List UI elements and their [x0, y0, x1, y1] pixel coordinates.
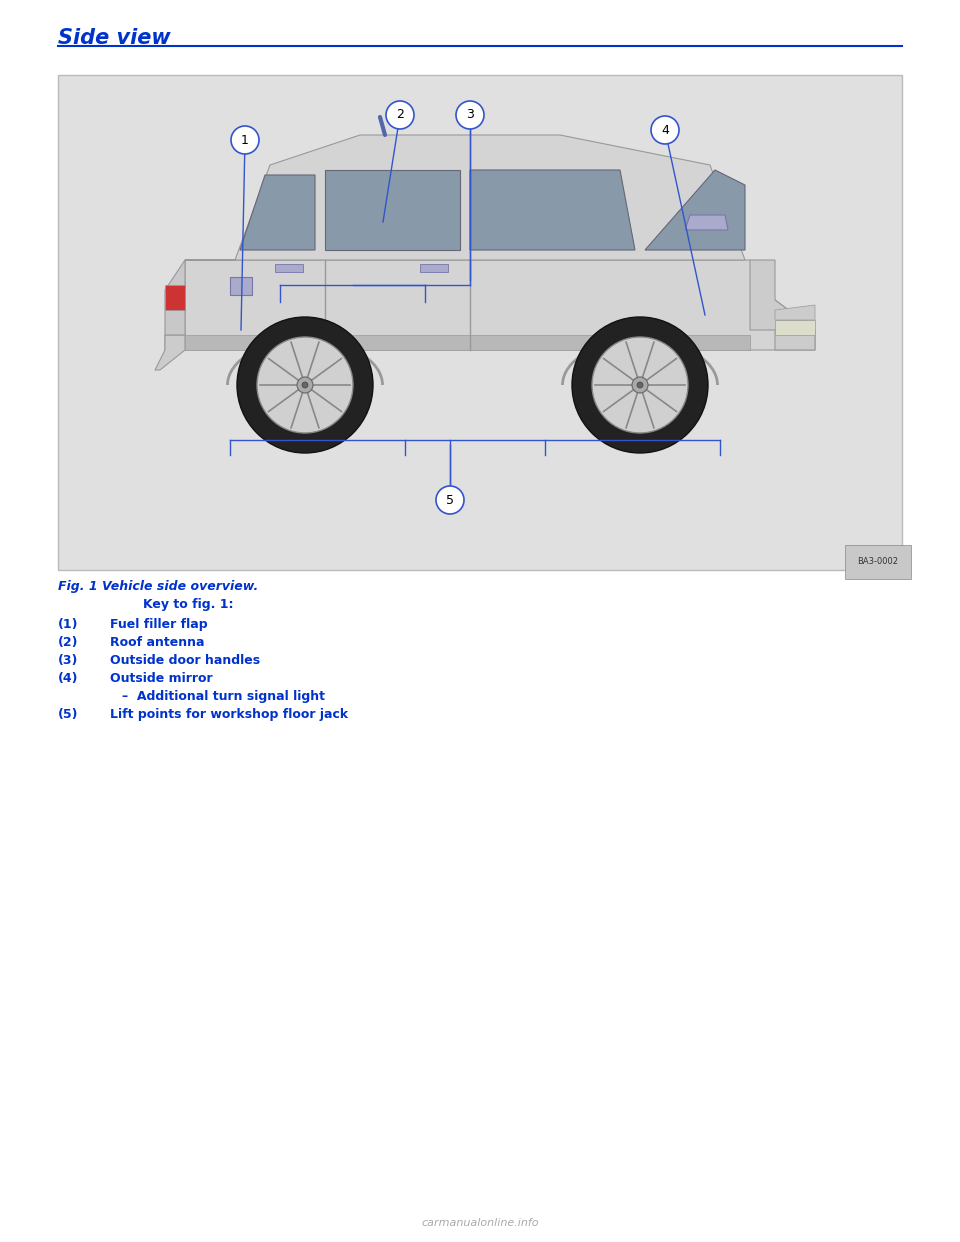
Text: carmanualonline.info: carmanualonline.info: [421, 1218, 539, 1228]
Bar: [420, 265, 448, 272]
Polygon shape: [750, 260, 815, 330]
Text: Outside door handles: Outside door handles: [110, 655, 260, 667]
Text: (2): (2): [58, 636, 79, 650]
Circle shape: [456, 101, 484, 129]
Text: Side view: Side view: [58, 29, 171, 48]
Text: 5: 5: [446, 493, 454, 507]
Text: Roof antenna: Roof antenna: [110, 636, 204, 650]
Circle shape: [386, 101, 414, 129]
Text: (5): (5): [58, 708, 79, 722]
Text: (4): (4): [58, 672, 79, 686]
Polygon shape: [240, 175, 315, 250]
Polygon shape: [185, 135, 745, 260]
Circle shape: [637, 383, 643, 388]
Text: Outside mirror: Outside mirror: [110, 672, 212, 686]
Text: (1): (1): [58, 619, 79, 631]
Text: 1: 1: [241, 133, 249, 147]
Polygon shape: [185, 335, 750, 350]
Polygon shape: [165, 284, 185, 310]
Polygon shape: [685, 215, 728, 230]
Polygon shape: [645, 170, 745, 250]
Bar: [275, 265, 303, 272]
Circle shape: [237, 317, 373, 453]
Text: (3): (3): [58, 655, 79, 667]
Text: Fuel filler flap: Fuel filler flap: [110, 619, 207, 631]
Text: Lift points for workshop floor jack: Lift points for workshop floor jack: [110, 708, 348, 722]
Text: –  Additional turn signal light: – Additional turn signal light: [122, 691, 325, 703]
Circle shape: [297, 378, 313, 392]
Circle shape: [632, 378, 648, 392]
Circle shape: [592, 337, 688, 433]
Polygon shape: [165, 260, 185, 335]
Polygon shape: [775, 306, 815, 320]
Polygon shape: [155, 335, 185, 370]
Polygon shape: [165, 260, 815, 350]
Text: 4: 4: [661, 123, 669, 137]
Polygon shape: [775, 301, 815, 350]
Bar: [58, 75, 902, 570]
Bar: [230, 277, 252, 296]
Circle shape: [302, 383, 308, 388]
Circle shape: [257, 337, 353, 433]
Circle shape: [651, 116, 679, 144]
Text: BA3-0002: BA3-0002: [857, 556, 898, 566]
Circle shape: [231, 125, 259, 154]
Circle shape: [572, 317, 708, 453]
Circle shape: [436, 486, 464, 514]
Text: Fig. 1 Vehicle side overview.: Fig. 1 Vehicle side overview.: [58, 580, 258, 592]
Text: 2: 2: [396, 108, 404, 122]
Polygon shape: [325, 170, 460, 250]
Text: 3: 3: [466, 108, 474, 122]
Text: Key to fig. 1:: Key to fig. 1:: [143, 597, 233, 611]
Polygon shape: [775, 320, 815, 335]
Polygon shape: [470, 170, 635, 250]
